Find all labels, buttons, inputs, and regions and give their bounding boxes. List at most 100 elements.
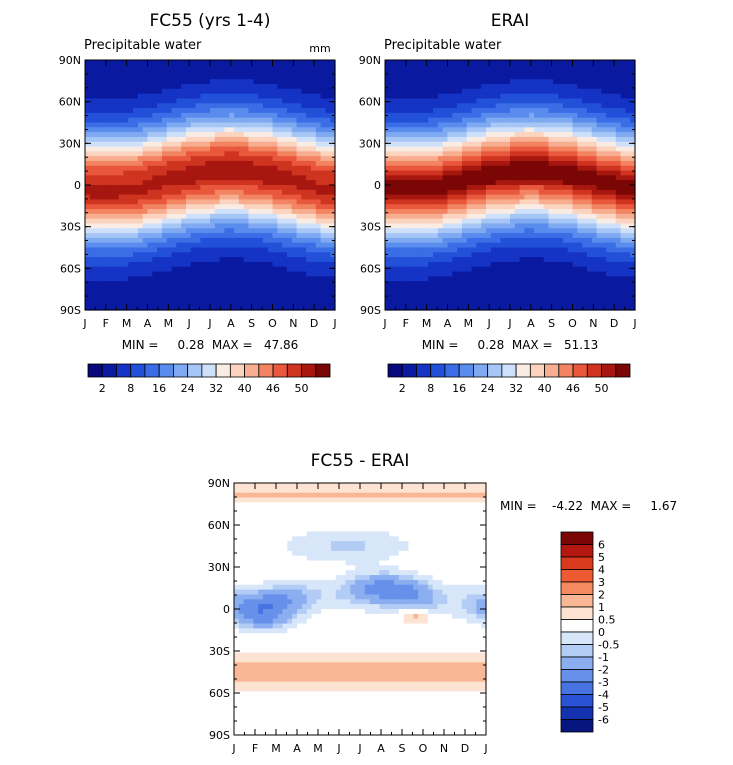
panel-erai-cell (466, 242, 473, 249)
panel-fc55-cell (243, 223, 250, 229)
panel-fc55-cell (243, 218, 250, 225)
panel-erai-cell (466, 233, 473, 239)
panel-fc55-cell (118, 261, 125, 268)
panel-erai-cell (413, 237, 420, 244)
panel-erai-cell (625, 247, 631, 253)
panel-erai-cell (534, 69, 540, 76)
panel-fc55-cell (133, 108, 139, 114)
panel-fc55-cell (171, 199, 177, 205)
panel-fc55-cell (282, 295, 288, 301)
panel-erai-cell (606, 151, 612, 157)
panel-fc55-cell (123, 252, 129, 258)
panel-erai-cell (495, 170, 501, 176)
panel-erai-cell (524, 180, 530, 186)
panel-fc55-cell (296, 266, 302, 273)
panel-erai-cell (514, 170, 521, 176)
panel-erai-cell (476, 209, 482, 215)
panel-fc55-cell (195, 233, 201, 239)
panel-erai-cell (543, 132, 550, 138)
panel-fc55-cell (128, 218, 134, 225)
panel-fc55-cell (113, 213, 120, 220)
panel-fc55-cell (315, 290, 322, 297)
panel-fc55-cell (118, 247, 125, 253)
panel-fc55-cell (234, 98, 240, 104)
panel-fc55-cell (113, 98, 120, 104)
panel-fc55-cell (282, 261, 288, 268)
panel-erai-cell (524, 209, 530, 215)
panel-erai-cell (596, 122, 602, 128)
panel-erai-cell (418, 79, 425, 85)
panel-fc55-cell (219, 295, 226, 301)
panel-erai-cell (534, 228, 540, 234)
panel-erai-cell (428, 257, 434, 263)
panel-fc55-cell (104, 228, 110, 234)
panel-erai-cell (582, 108, 588, 114)
panel-erai-cell (495, 64, 501, 71)
panel-erai-cell (538, 141, 545, 148)
panel-fc55-cell (118, 213, 125, 220)
panel-fc55-cell (89, 64, 96, 71)
panel-erai-cell (409, 189, 415, 196)
panel-fc55-cell (214, 88, 221, 95)
panel-fc55-cell (147, 290, 153, 297)
panel-fc55-xtick-label: N (289, 317, 297, 330)
panel-fc55-xtick-label: J (207, 317, 211, 330)
panel-fc55-cell (85, 185, 91, 191)
panel-fc55-cell (89, 271, 96, 277)
panel-erai-cell (543, 64, 550, 71)
panel-fc55-cell (330, 285, 336, 292)
panel-fc55-cell (330, 122, 336, 128)
panel-fc55-cell (296, 305, 302, 311)
panel-erai-cell (591, 233, 598, 239)
panel-erai-cell (562, 180, 569, 186)
panel-fc55-cell (185, 305, 192, 311)
panel-fc55-cell (142, 64, 149, 71)
panel-fc55-cell (301, 127, 307, 133)
panel-fc55-cell (224, 295, 230, 301)
panel-erai-cell (394, 64, 401, 71)
panel-erai-cell (466, 209, 473, 215)
panel-fc55-cell (210, 127, 216, 133)
panel-fc55-cell (123, 151, 129, 157)
panel-fc55-cell (214, 237, 221, 244)
panel-erai-cell (567, 108, 574, 114)
panel-erai-cell (577, 199, 583, 205)
panel-fc55-cell (325, 305, 331, 311)
panel-erai-cell (466, 117, 473, 124)
panel-fc55-cell (229, 295, 235, 301)
panel-fc55-cell (185, 79, 192, 85)
panel-fc55-cell (272, 257, 278, 263)
panel-fc55-cell (262, 127, 269, 133)
panel-erai-cell (625, 74, 631, 80)
panel-erai-cell (615, 69, 622, 76)
panel-fc55-cell (296, 136, 302, 143)
panel-fc55-cell (277, 117, 283, 124)
panel-erai-cell (538, 79, 545, 85)
panel-erai-cell (399, 218, 405, 225)
panel-fc55-cell (301, 266, 307, 273)
panel-erai-cell (548, 84, 554, 90)
panel-fc55-cell (104, 151, 110, 157)
panel-fc55-cell (89, 141, 96, 148)
panel-fc55-cell (330, 185, 336, 191)
panel-erai-cell (476, 98, 482, 104)
panel-erai-cell (514, 194, 521, 201)
panel-fc55-cell (94, 300, 101, 306)
panel-fc55-cell (109, 305, 115, 311)
panel-fc55-cell (99, 199, 105, 205)
panel-fc55-cell (205, 223, 211, 229)
panel-erai-cell (399, 228, 405, 234)
panel-fc55-cell (258, 199, 264, 205)
panel-fc55-cell (85, 276, 91, 282)
panel-erai-cell (457, 117, 463, 124)
panel-fc55-cell (190, 93, 197, 100)
panel-fc55-cell (243, 74, 250, 80)
panel-erai-cell (433, 122, 439, 128)
panel-erai-cell (577, 204, 583, 210)
panel-fc55-cell (94, 305, 101, 311)
panel-fc55-cell (161, 266, 168, 273)
panel-erai-cell (442, 151, 449, 157)
panel-fc55-cell (205, 204, 211, 210)
panel-erai-cell (572, 141, 578, 148)
panel-fc55-cell (195, 295, 201, 301)
